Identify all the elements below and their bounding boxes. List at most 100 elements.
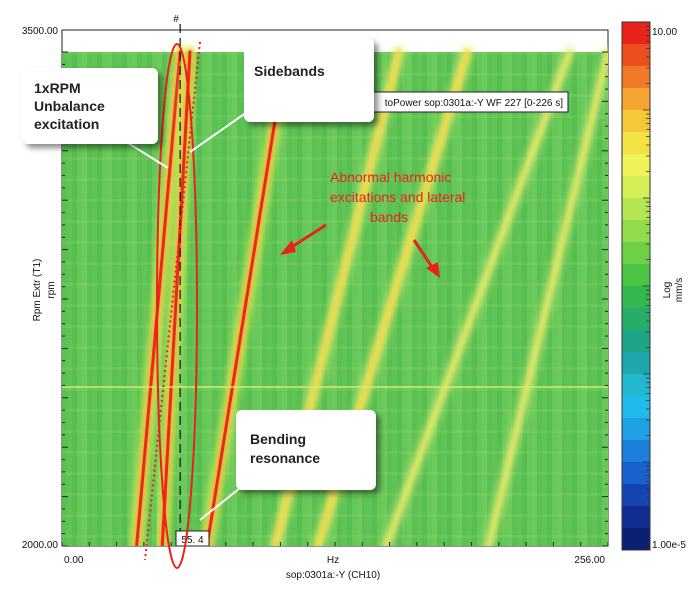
legend-swatch (622, 198, 650, 221)
texture-stripe (512, 52, 517, 546)
texture-band (62, 535, 608, 538)
highlight-ellipse (156, 43, 198, 569)
texture-stripe (92, 52, 97, 546)
bending-callout-box (236, 410, 376, 490)
texture-stripe (562, 52, 567, 546)
legend-swatch (622, 484, 650, 507)
legend-swatch (622, 506, 650, 529)
texture-stripe (277, 52, 282, 546)
texture-band (62, 178, 608, 181)
sideband-guide-line (144, 41, 201, 561)
texture-stripe (162, 52, 167, 546)
legend-swatch (622, 264, 650, 287)
texture-stripe (572, 52, 577, 546)
texture-stripe (137, 52, 142, 546)
legend-swatch (622, 286, 650, 309)
texture-stripe (272, 52, 277, 546)
texture-stripe (522, 52, 527, 546)
texture-stripe (167, 52, 172, 546)
texture-band (62, 157, 608, 160)
legend-swatch (622, 440, 650, 463)
texture-stripe (142, 52, 147, 546)
texture-stripe (497, 52, 502, 546)
texture-stripe (532, 52, 537, 546)
texture-stripe (147, 52, 152, 546)
texture-stripe (122, 52, 127, 546)
legend-swatch (622, 22, 650, 45)
texture-stripe (367, 52, 372, 546)
texture-stripe (307, 52, 312, 546)
x-unit-label: Hz (327, 555, 339, 566)
texture-stripe (502, 52, 507, 546)
y-axis-title: Rpm Extr (T1) (32, 259, 43, 322)
texture-stripe (422, 52, 427, 546)
texture-stripe (217, 52, 222, 546)
x-min-label: 0.00 (64, 555, 84, 566)
unbalance-callout-box (22, 68, 158, 144)
texture-band (62, 136, 608, 139)
color-scale-legend (621, 21, 651, 551)
texture-stripe (192, 52, 197, 546)
arrow-left-shaft (289, 223, 327, 250)
texture-stripe (482, 52, 487, 546)
texture-stripe (107, 52, 112, 546)
arrow-right-head (426, 262, 440, 278)
texture-stripe (287, 52, 292, 546)
texture-stripe (222, 52, 227, 546)
texture-band (62, 199, 608, 202)
texture-stripe (112, 52, 117, 546)
texture-stripe (182, 52, 187, 546)
texture-stripe (267, 52, 272, 546)
legend-swatch (622, 330, 650, 353)
texture-stripe (82, 52, 87, 546)
texture-stripe (447, 52, 452, 546)
texture-band (62, 514, 608, 517)
texture-stripe (377, 52, 382, 546)
order-line-harmonic (205, 50, 288, 546)
texture-stripe (127, 52, 132, 546)
texture-stripe (117, 52, 122, 546)
x-channel-label: sop:0301a:-Y (CH10) (286, 570, 380, 581)
texture-stripe (417, 52, 422, 546)
texture-stripe (432, 52, 437, 546)
texture-stripe (442, 52, 447, 546)
legend-unit-label: mm/s (674, 278, 685, 302)
harmonics-annotation: Abnormal harmonic excitations and latera… (330, 169, 469, 225)
texture-stripe (552, 52, 557, 546)
texture-stripe (232, 52, 237, 546)
texture-stripe (362, 52, 367, 546)
annotation-arrows (280, 223, 440, 278)
cursor-value: 55. 4 (181, 535, 204, 546)
cursor-value-box (175, 530, 210, 547)
legend-swatch (622, 44, 650, 67)
texture-stripe (507, 52, 512, 546)
callouts (22, 38, 376, 490)
texture-stripe (597, 52, 602, 546)
texture-stripe (357, 52, 362, 546)
legend-swatch (622, 528, 650, 551)
texture-stripe (517, 52, 522, 546)
y-axis-unit: rpm (46, 281, 57, 298)
texture-stripe (212, 52, 217, 546)
texture-stripe (462, 52, 467, 546)
texture-stripe (72, 52, 77, 546)
texture-stripe (187, 52, 192, 546)
texture-stripe (317, 52, 322, 546)
texture-stripe (252, 52, 257, 546)
sidebands-callout-box (244, 38, 374, 122)
y-max-label: 3500.00 (22, 26, 59, 37)
texture-stripe (197, 52, 202, 546)
texture-stripe (262, 52, 267, 546)
legend-swatch (622, 132, 650, 155)
legend-swatch (622, 154, 650, 177)
texture-stripe (302, 52, 307, 546)
legend-swatch (622, 308, 650, 331)
order-line-harmonic (384, 50, 572, 546)
texture-stripe (582, 52, 587, 546)
legend-min-label: 1.00e-5 (652, 540, 686, 551)
texture-stripe (577, 52, 582, 546)
texture-stripe (352, 52, 357, 546)
texture-stripe (312, 52, 317, 546)
texture-stripe (457, 52, 462, 546)
